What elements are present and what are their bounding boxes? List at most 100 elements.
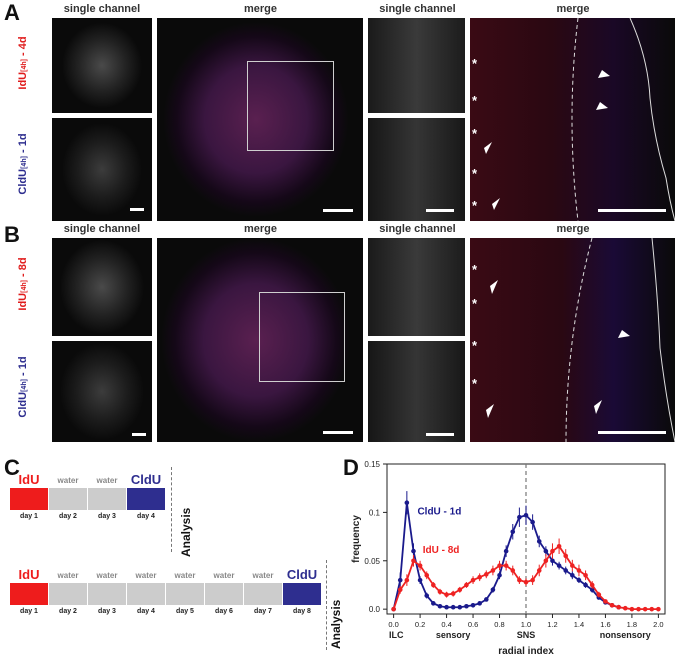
data-point [444, 604, 449, 610]
timeline-step-idu [10, 583, 48, 605]
timeline-step-label: water [135, 571, 157, 580]
data-point [464, 603, 469, 609]
single-channel-zoom-cldu-image [368, 341, 465, 442]
asterisk-marker: * [472, 338, 478, 353]
data-point [583, 572, 588, 578]
header-merge: merge [556, 3, 590, 15]
timeline-day-label: day 2 [59, 608, 77, 615]
data-point [483, 597, 489, 602]
x-tick-label: 0.2 [415, 620, 425, 629]
timeline-8-days: IdU day 1 water day 2 water day 3 water day 4 wa… [10, 565, 340, 625]
timeline-step-label: CldU [130, 472, 162, 487]
data-point [550, 558, 555, 564]
data-point [510, 529, 516, 535]
x-tick-label: 1.6 [600, 620, 610, 629]
y-tick-label: 0.05 [364, 557, 380, 566]
asterisk-marker: * [472, 198, 478, 213]
label-idu-4d: IdU[4h] - 4d [17, 36, 29, 90]
timeline-step-water [127, 583, 165, 605]
asterisk-marker: * [472, 126, 478, 141]
timeline-day-label: day 4 [137, 608, 155, 615]
data-point [477, 601, 482, 606]
timeline-day-label: day 8 [293, 608, 311, 615]
timeline-day-label: day 1 [20, 513, 38, 520]
timeline-step-water [88, 583, 126, 605]
zoom-region-box [259, 292, 345, 382]
region-label: SNS [517, 630, 536, 640]
data-point [517, 514, 522, 520]
data-point [411, 558, 416, 564]
x-tick-label: 0.0 [388, 620, 398, 629]
merge-zoom-image: * * * * [470, 238, 675, 442]
x-tick-label: 0.8 [494, 620, 504, 629]
label-cldu-1d: CldU[4h] - 1d [17, 356, 29, 418]
data-point [596, 592, 602, 597]
analysis-label: Analysis [329, 599, 343, 649]
asterisk-marker: * [472, 93, 478, 108]
scale-bar [426, 209, 454, 212]
single-channel-idu-image [52, 18, 152, 113]
timeline-step-label: water [96, 571, 118, 580]
asterisk-marker: * [472, 56, 478, 71]
single-channel-cldu-image [52, 118, 152, 221]
y-tick-label: 0.15 [364, 460, 380, 469]
data-point [450, 604, 456, 610]
x-axis-label: radial index [498, 646, 554, 657]
data-point [556, 563, 562, 568]
asterisk-marker: * [472, 166, 478, 181]
region-label: sensory [436, 630, 471, 640]
data-point [483, 572, 489, 577]
timeline-4-days: IdU day 1 water day 2 water day 3 CldU day 4 [10, 470, 350, 530]
timeline-step-label: water [57, 571, 79, 580]
data-point [563, 553, 569, 559]
timeline-day-label: day 1 [20, 608, 38, 615]
data-point [417, 577, 423, 583]
data-point [570, 572, 575, 578]
data-point [616, 604, 621, 610]
timeline-step-water [49, 583, 87, 605]
legend-idu-8d: IdU - 8d [423, 545, 460, 556]
header-single-channel: single channel [63, 223, 141, 235]
data-point [411, 548, 416, 554]
data-point [570, 563, 575, 568]
scale-bar [130, 208, 144, 211]
data-point [656, 606, 661, 612]
merge-zoom-overlay [486, 238, 675, 442]
header-single-channel: single channel [379, 3, 456, 15]
timeline-step-water [49, 488, 87, 510]
single-channel-idu-image [52, 238, 152, 336]
data-point [497, 563, 502, 568]
timeline-step-label: IdU [18, 472, 40, 487]
data-point [424, 572, 430, 578]
single-channel-zoom-idu-image [368, 18, 465, 113]
data-point [404, 577, 410, 583]
data-point [523, 512, 529, 518]
timeline-step-label: water [174, 571, 196, 580]
timeline-day-label: day 7 [254, 608, 272, 615]
timeline-step-label: water [96, 476, 118, 485]
timeline-step-cldu [127, 488, 165, 510]
data-point [510, 568, 516, 573]
timeline-step-water [88, 488, 126, 510]
analysis-divider [171, 467, 172, 552]
data-point [563, 568, 569, 573]
scale-bar [426, 433, 454, 436]
data-point [470, 602, 476, 608]
data-point [431, 601, 436, 606]
label-idu-8d: IdU[4h] - 8d [17, 257, 29, 311]
scale-bar [598, 431, 666, 434]
data-point [589, 587, 595, 593]
asterisk-marker: * [472, 376, 478, 391]
label-cldu-1d: CldU[4h] - 1d [17, 133, 29, 195]
data-point [391, 606, 396, 612]
x-tick-label: 1.2 [547, 620, 557, 629]
data-point [497, 572, 502, 578]
timeline-day-label: day 2 [59, 513, 77, 520]
scale-bar [323, 431, 353, 434]
timeline-day-label: day 3 [98, 513, 116, 520]
data-point [576, 577, 582, 583]
data-point [490, 568, 496, 573]
header-merge: merge [556, 223, 590, 235]
region-label: nonsensory [600, 630, 651, 640]
x-tick-label: 1.4 [574, 620, 584, 629]
